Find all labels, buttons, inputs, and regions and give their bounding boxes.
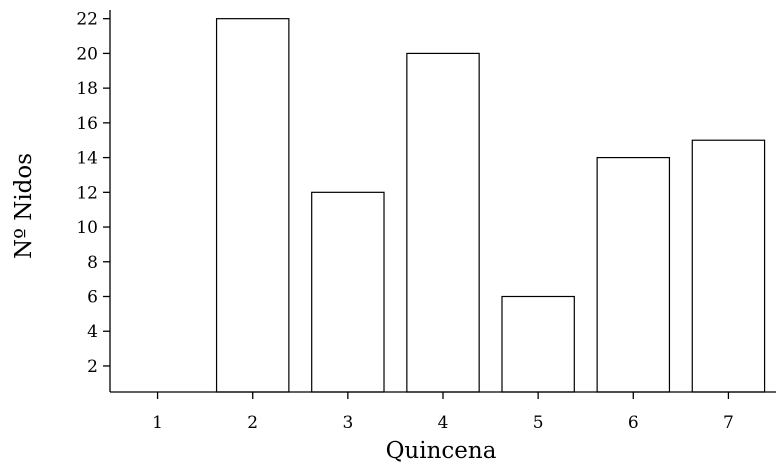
x-axis-ticks: 1 2 3 4 5 6 7 bbox=[152, 392, 734, 433]
y-tick-label: 4 bbox=[87, 322, 98, 342]
x-tick-label: 7 bbox=[723, 413, 734, 433]
y-tick-label: 16 bbox=[76, 114, 98, 134]
bar-quincena-7 bbox=[691, 139, 766, 393]
x-tick-label: 4 bbox=[438, 413, 449, 433]
y-tick-label: 12 bbox=[76, 183, 98, 203]
x-tick-label: 6 bbox=[628, 413, 639, 433]
y-axis-ticks: 2 4 6 8 10 12 14 16 18 20 22 bbox=[76, 10, 110, 377]
bar-quincena-4 bbox=[406, 52, 480, 393]
bars-group bbox=[215, 18, 766, 393]
y-tick-label: 18 bbox=[76, 79, 98, 99]
y-tick-label: 14 bbox=[76, 149, 98, 169]
x-axis-title: Quincena bbox=[386, 438, 497, 464]
bar-quincena-5 bbox=[501, 295, 575, 393]
bar-quincena-3 bbox=[311, 191, 385, 393]
x-tick-label: 1 bbox=[152, 413, 163, 433]
bar-quincena-2 bbox=[215, 18, 290, 393]
y-axis-title: Nº Nidos bbox=[11, 153, 37, 259]
x-tick-label: 5 bbox=[533, 413, 544, 433]
y-tick-label: 20 bbox=[76, 44, 98, 64]
bar-quincena-6 bbox=[596, 156, 671, 393]
y-tick-label: 10 bbox=[76, 218, 98, 238]
x-tick-label: 3 bbox=[342, 413, 353, 433]
y-tick-label: 6 bbox=[87, 288, 98, 308]
x-tick-label: 2 bbox=[247, 413, 258, 433]
y-tick-label: 8 bbox=[87, 253, 98, 273]
y-tick-label: 22 bbox=[76, 10, 98, 30]
y-tick-label: 2 bbox=[87, 357, 98, 377]
